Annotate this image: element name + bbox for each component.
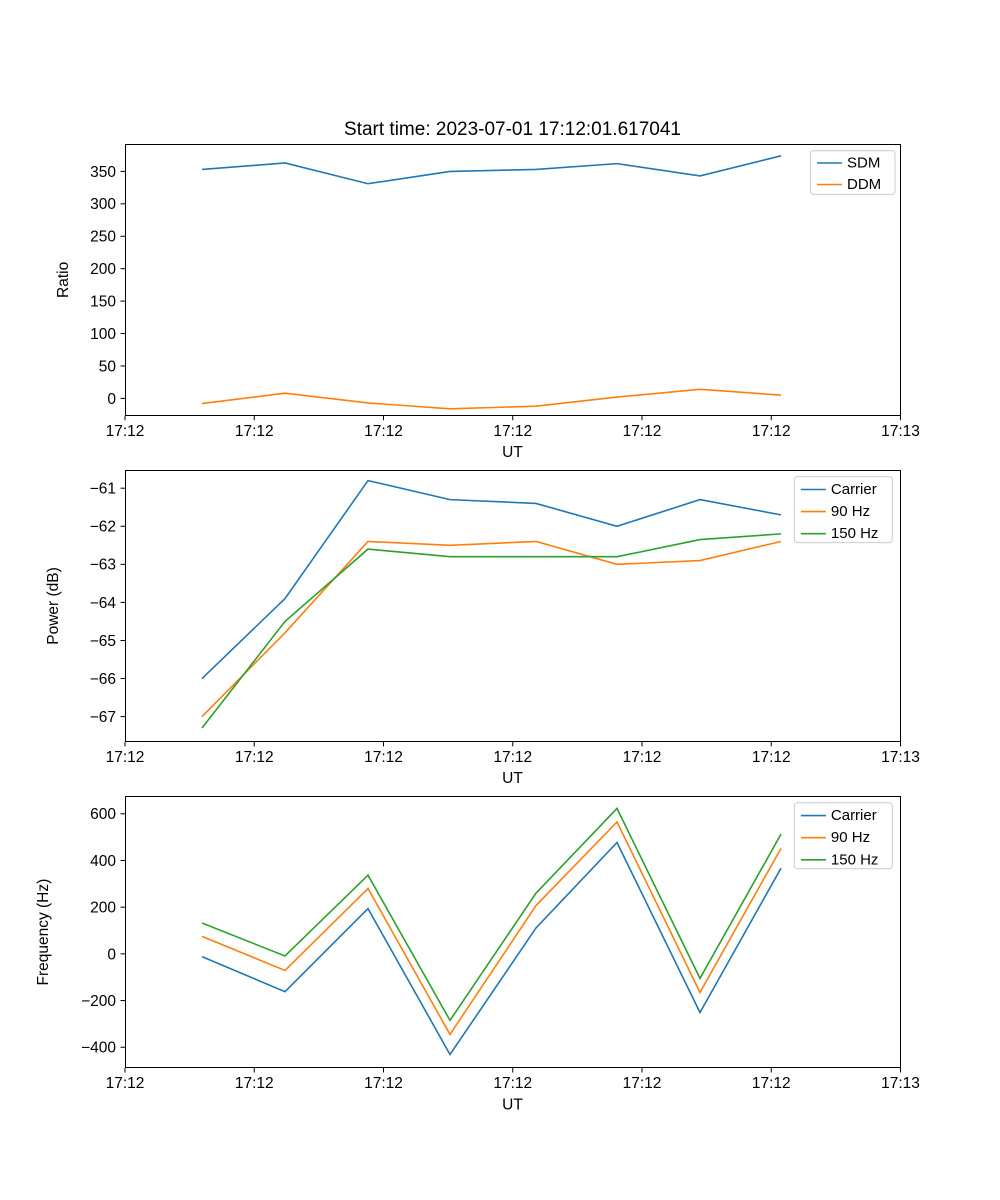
svg-text:17:12: 17:12 — [493, 1075, 532, 1092]
svg-text:−65: −65 — [90, 633, 116, 650]
svg-text:150 Hz: 150 Hz — [831, 851, 879, 868]
svg-text:17:12: 17:12 — [106, 1075, 145, 1092]
svg-text:17:12: 17:12 — [752, 1075, 791, 1092]
svg-text:350: 350 — [90, 164, 116, 181]
svg-text:−200: −200 — [81, 993, 116, 1010]
svg-text:150 Hz: 150 Hz — [831, 525, 879, 542]
svg-text:50: 50 — [99, 358, 117, 375]
svg-text:SDM: SDM — [847, 155, 880, 172]
svg-text:17:12: 17:12 — [493, 749, 532, 766]
svg-text:17:12: 17:12 — [623, 423, 662, 440]
svg-text:17:12: 17:12 — [364, 1075, 403, 1092]
svg-text:0: 0 — [107, 391, 116, 408]
svg-text:UT: UT — [502, 1097, 523, 1114]
svg-text:250: 250 — [90, 229, 116, 246]
svg-text:90 Hz: 90 Hz — [831, 503, 870, 520]
svg-text:Carrier: Carrier — [831, 807, 877, 824]
svg-text:Frequency (Hz): Frequency (Hz) — [35, 879, 52, 986]
svg-text:17:13: 17:13 — [881, 749, 920, 766]
svg-text:17:12: 17:12 — [235, 749, 274, 766]
svg-text:17:12: 17:12 — [623, 1075, 662, 1092]
svg-text:Ratio: Ratio — [55, 262, 72, 298]
svg-text:−63: −63 — [90, 557, 116, 574]
svg-text:200: 200 — [90, 900, 116, 917]
svg-text:−62: −62 — [90, 519, 116, 536]
svg-text:150: 150 — [90, 294, 116, 311]
svg-text:DDM: DDM — [847, 176, 881, 193]
svg-text:−67: −67 — [90, 709, 116, 726]
svg-text:400: 400 — [90, 853, 116, 870]
svg-text:17:12: 17:12 — [752, 749, 791, 766]
svg-text:−64: −64 — [90, 595, 117, 612]
svg-text:−66: −66 — [90, 671, 116, 688]
svg-text:Power (dB): Power (dB) — [45, 567, 62, 645]
svg-text:100: 100 — [90, 326, 116, 343]
svg-text:−400: −400 — [81, 1040, 116, 1057]
svg-text:17:12: 17:12 — [493, 423, 532, 440]
svg-text:90 Hz: 90 Hz — [831, 829, 870, 846]
svg-text:Start time: 2023-07-01 17:12:0: Start time: 2023-07-01 17:12:01.617041 — [344, 119, 681, 140]
svg-text:17:12: 17:12 — [752, 423, 791, 440]
svg-text:600: 600 — [90, 806, 116, 823]
svg-text:17:13: 17:13 — [881, 423, 920, 440]
svg-text:17:12: 17:12 — [235, 1075, 274, 1092]
svg-text:0: 0 — [107, 946, 116, 963]
svg-text:17:12: 17:12 — [623, 749, 662, 766]
svg-text:UT: UT — [502, 770, 523, 787]
svg-text:17:12: 17:12 — [106, 423, 145, 440]
svg-text:Carrier: Carrier — [831, 481, 877, 498]
svg-text:−61: −61 — [90, 481, 116, 498]
svg-text:200: 200 — [90, 261, 116, 278]
svg-text:17:13: 17:13 — [881, 1075, 920, 1092]
svg-text:17:12: 17:12 — [106, 749, 145, 766]
svg-text:17:12: 17:12 — [364, 749, 403, 766]
svg-text:17:12: 17:12 — [235, 423, 274, 440]
svg-text:17:12: 17:12 — [364, 423, 403, 440]
svg-text:UT: UT — [502, 444, 523, 461]
svg-text:300: 300 — [90, 196, 116, 213]
